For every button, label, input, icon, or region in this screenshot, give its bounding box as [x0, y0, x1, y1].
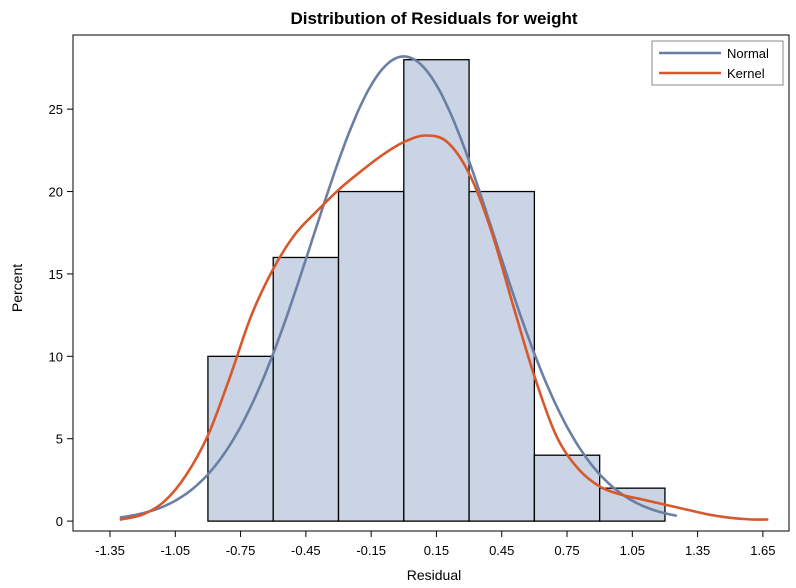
plot-frame: [72, 34, 790, 532]
legend-label-normal: Normal: [727, 46, 769, 61]
y-tick-label: 15: [49, 267, 63, 282]
chart-title: Distribution of Residuals for weight: [290, 9, 577, 28]
kernel-curve: [119, 134, 769, 521]
y-tick-label: 10: [49, 349, 63, 364]
x-tick-label: 1.65: [750, 543, 775, 558]
normal-curve: [119, 55, 678, 519]
histogram-bar: [468, 190, 536, 522]
x-tick-label: -0.15: [356, 543, 386, 558]
histogram-bar: [272, 256, 340, 522]
y-axis-label: Percent: [9, 264, 25, 312]
x-tick-label: -1.35: [95, 543, 125, 558]
legend: Normal Kernel: [651, 40, 784, 86]
y-tick-label: 20: [49, 185, 63, 200]
x-tick-label: 0.75: [554, 543, 579, 558]
x-tick-label: -0.45: [291, 543, 321, 558]
histogram-bar: [403, 59, 470, 522]
legend-label-kernel: Kernel: [727, 66, 765, 81]
y-tick-label: 0: [56, 514, 63, 529]
histogram-bar: [599, 487, 666, 522]
x-tick-label: 1.05: [620, 543, 645, 558]
x-axis-label: Residual: [407, 567, 461, 583]
y-tick-label: 25: [49, 102, 63, 117]
y-tick-label: 5: [56, 432, 63, 447]
x-tick-label: 1.35: [685, 543, 710, 558]
x-tick-label: 0.45: [489, 543, 514, 558]
histogram-bar: [533, 454, 601, 522]
x-tick-label: -1.05: [160, 543, 190, 558]
plot-area: -1.35 -1.05 -0.75 -0.45 -0.15 0.15 0.45 0.75 1.0…: [49, 34, 790, 558]
legend-box: [651, 40, 784, 86]
histogram-bar: [337, 190, 405, 522]
x-tick-label: 0.15: [424, 543, 449, 558]
x-tick-label: -0.75: [226, 543, 256, 558]
